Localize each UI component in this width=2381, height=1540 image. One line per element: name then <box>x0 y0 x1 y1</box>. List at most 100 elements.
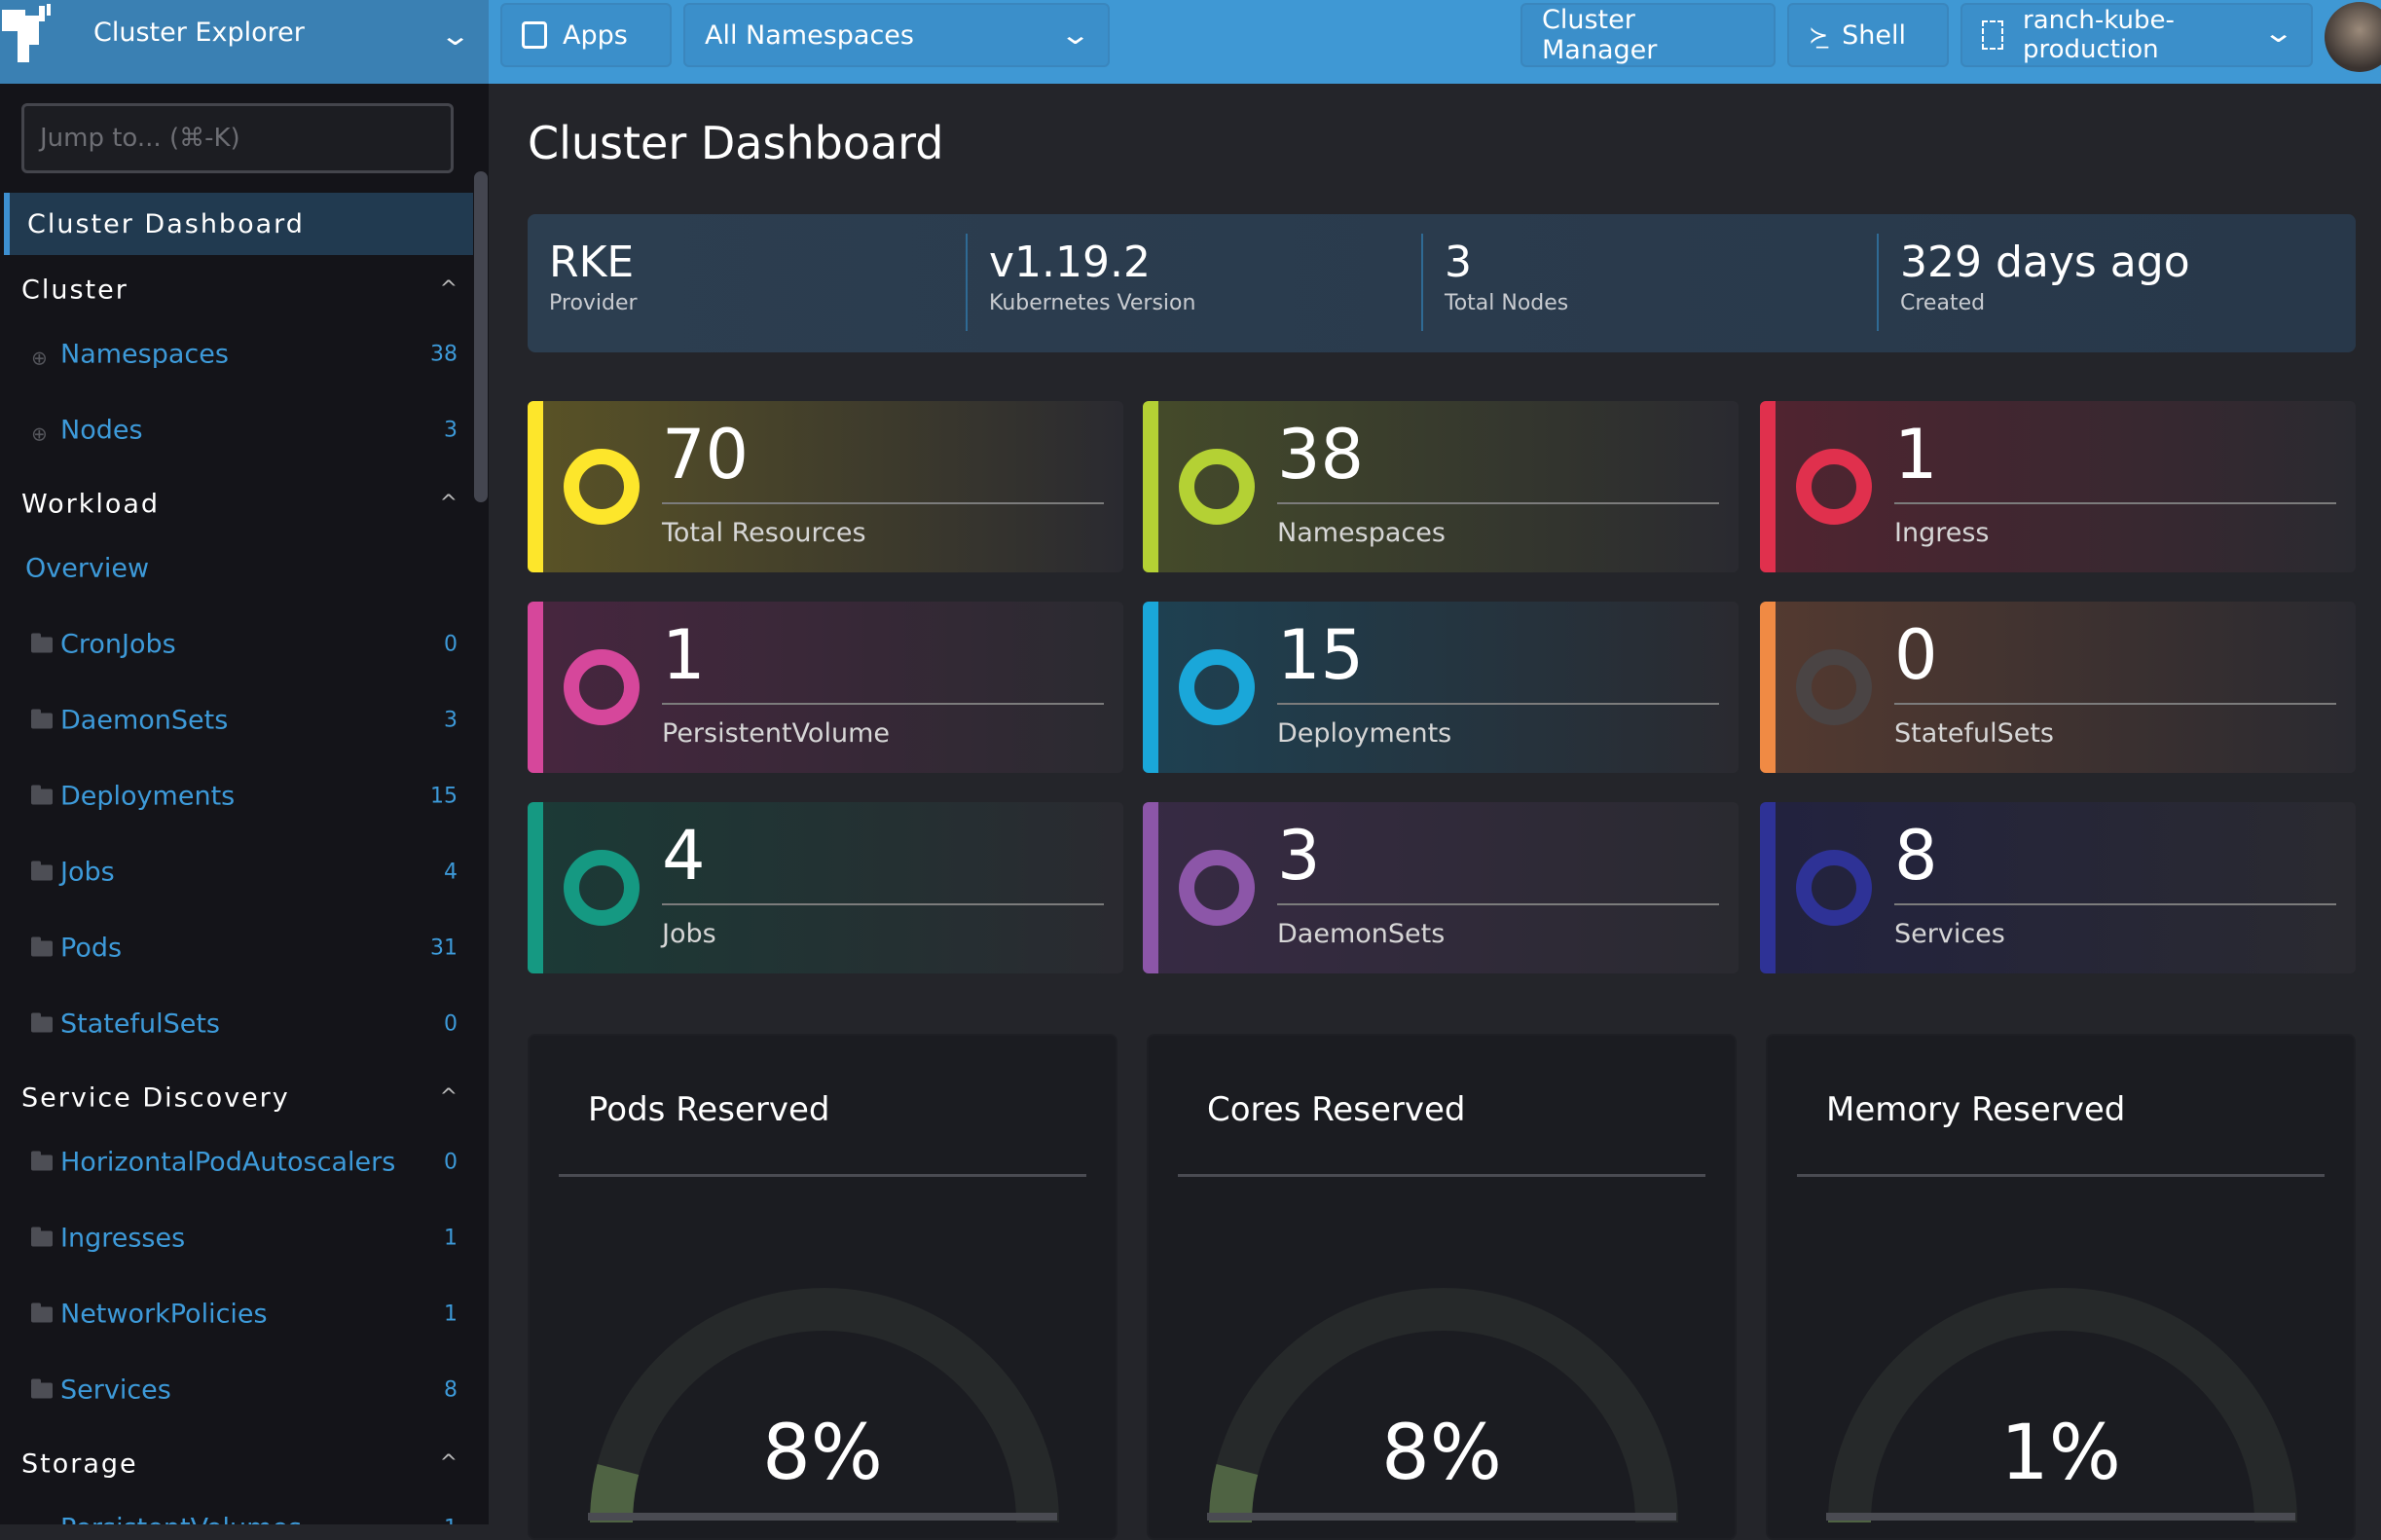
ring-icon <box>1178 648 1256 726</box>
resource-card-daemonsets[interactable]: 3 DaemonSets <box>1143 802 1739 973</box>
info-label: Total Nodes <box>1445 291 1568 315</box>
card-accent-bar <box>1760 401 1776 572</box>
sidebar-section-workload[interactable]: Workload^ <box>21 490 459 520</box>
ring-icon <box>563 849 641 927</box>
info-value: 329 days ago <box>1900 238 2190 287</box>
card-accent-bar <box>1143 602 1158 773</box>
section-label: Storage <box>21 1449 138 1480</box>
card-label: StatefulSets <box>1894 718 2054 749</box>
page-title: Cluster Dashboard <box>528 117 943 169</box>
card-label: PersistentVolume <box>662 718 890 749</box>
card-value: 1 <box>1894 415 1938 495</box>
card-accent-bar <box>528 602 543 773</box>
gauge-percent: 8% <box>530 1410 1116 1497</box>
card-accent-bar <box>1143 802 1158 973</box>
sidebar-item-count: 1 <box>444 1517 458 1525</box>
card-value: 8 <box>1894 816 1938 896</box>
card-value: 70 <box>662 415 749 495</box>
sidebar-item-count: 4 <box>444 861 458 885</box>
sidebar-scrollbar[interactable] <box>474 171 488 502</box>
resource-card-statefulsets[interactable]: 0 StatefulSets <box>1760 602 2356 773</box>
sidebar-item-count: 0 <box>444 1151 458 1175</box>
apps-button[interactable]: Apps <box>500 3 672 67</box>
cluster-manager-button[interactable]: Cluster Manager <box>1520 3 1776 67</box>
sidebar-section-service-discovery[interactable]: Service Discovery^ <box>21 1083 459 1114</box>
gauge-title: Cores Reserved <box>1207 1090 1465 1129</box>
card-label: Total Resources <box>662 518 866 548</box>
gauge-percent: 8% <box>1149 1410 1735 1497</box>
chevron-up-icon: ^ <box>440 1085 459 1110</box>
brand-title: Cluster Explorer <box>93 18 305 48</box>
card-label: DaemonSets <box>1277 919 1445 949</box>
card-value: 38 <box>1277 415 1364 495</box>
cluster-select[interactable]: ranch-kube- production ⌄ <box>1960 3 2313 67</box>
folder-icon <box>31 637 53 652</box>
sidebar-item-label: Overview <box>25 554 149 584</box>
shell-button[interactable]: ≻̲ Shell <box>1787 3 1949 67</box>
gauge-footer-bar <box>1207 1513 1676 1521</box>
cluster-explorer-menu[interactable]: Cluster Explorer ⌄ <box>0 0 489 84</box>
gauge-footer-bar <box>588 1513 1057 1521</box>
sidebar-item-count: 1 <box>444 1302 458 1327</box>
sidebar-item-count: 8 <box>444 1378 458 1403</box>
card-divider <box>662 703 1104 705</box>
namespace-select[interactable]: All Namespaces ⌄ <box>683 3 1110 67</box>
jump-to-search-input[interactable]: Jump to... (⌘-K) <box>21 103 454 173</box>
globe-icon: ⊕ <box>31 346 53 363</box>
chevron-down-icon[interactable]: ⌄ <box>439 19 471 52</box>
card-value: 15 <box>1277 615 1364 695</box>
gauge-cores-reserved: Cores Reserved 8% <box>1147 1034 1737 1540</box>
folder-icon <box>31 1306 53 1322</box>
top-header: Cluster Explorer ⌄ Apps All Namespaces ⌄… <box>0 0 2381 84</box>
resource-card-persistentvolume[interactable]: 1 PersistentVolume <box>528 602 1123 773</box>
sidebar-item-cluster-dashboard[interactable]: Cluster Dashboard <box>4 193 473 255</box>
folder-icon <box>31 1230 53 1246</box>
sidebar-item-overview[interactable]: Overview <box>25 554 452 584</box>
ring-icon <box>1795 448 1873 526</box>
card-divider <box>1894 502 2336 504</box>
sidebar-item-label: Deployments <box>60 782 235 812</box>
card-value: 1 <box>662 615 706 695</box>
card-divider <box>1277 703 1719 705</box>
chevron-up-icon: ^ <box>440 492 459 516</box>
card-accent-bar <box>528 802 543 973</box>
shell-label: Shell <box>1842 20 1906 51</box>
card-divider <box>662 903 1104 905</box>
resource-card-services[interactable]: 8 Services <box>1760 802 2356 973</box>
resource-card-total resources[interactable]: 70 Total Resources <box>528 401 1123 572</box>
card-divider <box>1894 903 2336 905</box>
sidebar-item-count: 1 <box>444 1227 458 1251</box>
info-label: Provider <box>549 291 638 315</box>
sidebar-section-cluster[interactable]: Cluster^ <box>21 275 459 306</box>
sidebar-item-persistentvolumes[interactable]: ⊕PersistentVolumes1 <box>31 1514 458 1525</box>
sidebar-section-storage[interactable]: Storage^ <box>21 1449 459 1480</box>
ring-icon <box>563 648 641 726</box>
card-value: 4 <box>662 816 706 896</box>
card-value: 0 <box>1894 615 1938 695</box>
card-label: Services <box>1894 919 2005 949</box>
card-value: 3 <box>1277 816 1321 896</box>
user-avatar[interactable] <box>2325 2 2381 72</box>
gauge-divider <box>1178 1174 1705 1177</box>
